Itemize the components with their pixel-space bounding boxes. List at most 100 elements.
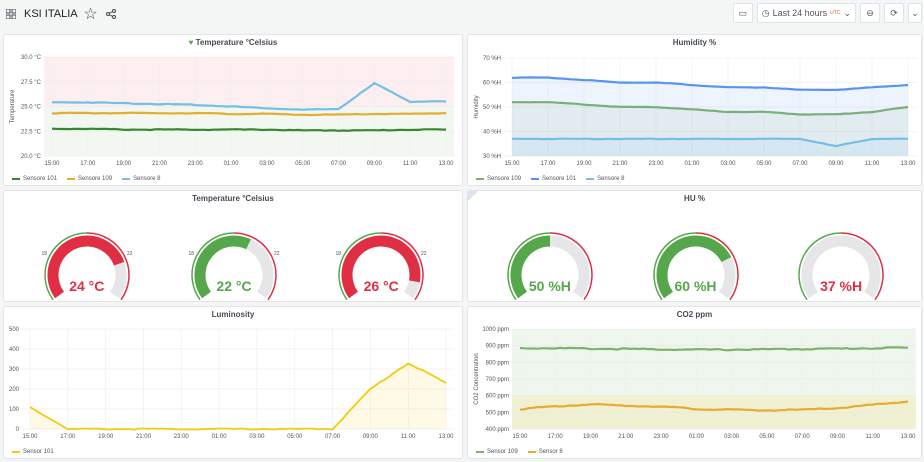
y-tick-label: 700 ppm <box>486 377 509 383</box>
legend: Sensore 101 Sensore 109 Sensore 8 <box>12 176 160 182</box>
x-tick-label: 03:00 <box>249 434 265 440</box>
x-tick-label: 09:00 <box>363 434 379 440</box>
x-tick-label: 05:00 <box>756 161 772 167</box>
top-bar: KSI ITALIA ☆ ▭ ◷ Last 24 hours UTC ⌄ ⊖ ⟳… <box>0 0 924 27</box>
dashboard-title[interactable]: KSI ITALIA <box>24 7 78 20</box>
legend-item[interactable]: Sensor 8 <box>527 449 563 455</box>
panel-temperature-gauges: Temperature °Celsius 161820222424 °CSens… <box>3 190 463 302</box>
time-picker-button[interactable]: ◷ Last 24 hours UTC ⌄ <box>756 3 856 23</box>
x-tick-label: 07:00 <box>331 161 347 167</box>
legend-item[interactable]: Sensor 101 <box>12 449 54 455</box>
dashboard-grid-icon[interactable] <box>4 7 18 21</box>
x-tick-label: 05:00 <box>295 161 311 167</box>
y-tick-label: 0 <box>16 427 20 433</box>
legend-swatch <box>476 451 484 453</box>
x-tick-label: 01:00 <box>212 434 228 440</box>
y-tick-label: 40 %H <box>483 130 501 136</box>
legend: Sensor 109 Sensor 8 <box>476 449 563 455</box>
refresh-button[interactable]: ⟳ <box>884 3 904 23</box>
y-tick-label: 400 <box>9 347 20 353</box>
x-tick-label: 23:00 <box>654 434 670 440</box>
panel-humidity-chart: Humidity % 70 %H 60 %H 50 %H 40 %H 30 %H 15:0… <box>467 34 922 186</box>
series-line-sensor-101 <box>29 362 447 431</box>
panel-title[interactable]: Humidity % <box>672 38 717 47</box>
series-area <box>512 138 908 156</box>
legend-swatch <box>527 451 536 453</box>
x-tick-label: 19:00 <box>116 161 132 167</box>
info-corner-icon[interactable] <box>468 191 478 201</box>
legend: Sensor 101 <box>12 449 54 455</box>
gauge-value: 22 °C <box>216 278 252 294</box>
legend-label: Sensor 109 <box>487 449 518 455</box>
x-tick-label: 19:00 <box>583 434 599 440</box>
legend-label: Sensore 8 <box>133 176 161 182</box>
panel-title[interactable]: Temperature °Celsius <box>195 38 278 47</box>
x-tick-label: 05:00 <box>287 434 303 440</box>
legend-item[interactable]: Sensore 109 <box>476 176 521 182</box>
y-tick-label: 27.5 °C <box>21 80 42 86</box>
gauge-fill <box>656 235 731 299</box>
x-tick-label: 21:00 <box>618 434 634 440</box>
y-tick-label: 200 <box>9 387 20 393</box>
legend-item[interactable]: Sensor 109 <box>476 449 518 455</box>
legend: Sensore 109 Sensore 101 Sensore 8 <box>476 176 624 182</box>
gauge-sensor-109: 161820222424 °CSensor 109 <box>37 225 137 301</box>
panel-title[interactable]: CO2 ppm <box>676 310 713 319</box>
legend-label: Sensore 8 <box>597 176 625 182</box>
panel-title[interactable]: HU % <box>684 194 705 203</box>
y-tick-label: 50 %H <box>483 105 501 111</box>
legend-item[interactable]: Sensore 109 <box>67 176 112 182</box>
chevron-down-icon: ⌄ <box>843 7 851 18</box>
star-icon[interactable]: ☆ <box>83 5 98 23</box>
legend-swatch <box>476 178 484 180</box>
panel-title[interactable]: Luminosity <box>211 310 255 319</box>
y-axis-label: Humidity <box>474 95 480 118</box>
legend-item[interactable]: Sensore 101 <box>531 176 576 182</box>
gauge-threshold-green <box>507 232 550 301</box>
x-tick-label: 21:00 <box>136 434 152 440</box>
share-icon[interactable] <box>104 7 118 21</box>
x-tick-label: 15:00 <box>22 434 38 440</box>
y-axis-label: Temperature <box>10 89 16 123</box>
x-tick-label: 11:00 <box>865 434 880 440</box>
legend-item[interactable]: Sensore 8 <box>122 176 160 182</box>
panel-title[interactable]: Temperature °Celsius <box>192 194 274 203</box>
legend-swatch <box>122 178 131 180</box>
refresh-interval-dropdown[interactable]: ⌄ <box>908 3 922 23</box>
humidity-chart: 70 %H 60 %H 50 %H 40 %H 30 %H15:00 17:00 19:00… <box>474 56 916 167</box>
y-tick-label: 800 ppm <box>486 360 509 366</box>
x-tick-label: 11:00 <box>403 161 418 167</box>
legend-swatch <box>12 451 20 453</box>
legend-item[interactable]: Sensore 101 <box>12 176 57 182</box>
gauge-track <box>801 235 881 299</box>
gauge-fill <box>341 235 421 299</box>
x-tick-label: 13:00 <box>900 434 916 440</box>
tv-mode-button[interactable]: ▭ <box>732 3 753 23</box>
x-tick-label: 05:00 <box>759 434 775 440</box>
gauge-sensor-8: 406037 %HSensor 8 <box>791 231 891 301</box>
legend-swatch <box>12 178 20 180</box>
x-tick-label: 15:00 <box>44 161 60 167</box>
gauge-value: 60 %H <box>674 278 717 294</box>
legend-swatch <box>67 178 76 180</box>
series-area <box>512 77 908 156</box>
series-line-sensor-109 <box>519 346 909 352</box>
y-tick-label: 70 %H <box>483 56 501 62</box>
luminosity-chart: 500 400 300 200 100 015:00 17:00 19:00 21:00 23:0… <box>9 327 454 440</box>
gauge-dial: 4060 <box>798 232 884 301</box>
y-tick-label: 100 <box>9 407 20 413</box>
panel-temperature-chart: ♥ Temperature °Celsius 30.0 °C 27.5 °C 25.… <box>3 34 463 186</box>
x-tick-label: 17:00 <box>80 161 96 167</box>
legend-item[interactable]: Sensore 8 <box>586 176 624 182</box>
gauge-fill <box>47 235 125 299</box>
gauge-tick-label: 18 <box>336 251 342 257</box>
clock-icon: ◷ <box>761 7 770 18</box>
gauge-threshold-green <box>191 232 235 301</box>
y-tick-label: 500 ppm <box>486 410 509 416</box>
gauge-threshold-green <box>798 232 842 301</box>
x-tick-label: 21:00 <box>152 161 168 167</box>
gauge-threshold-green <box>44 232 87 301</box>
x-tick-label: 17:00 <box>60 434 76 440</box>
zoom-out-button[interactable]: ⊖ <box>860 3 880 23</box>
x-tick-label: 09:00 <box>828 161 844 167</box>
